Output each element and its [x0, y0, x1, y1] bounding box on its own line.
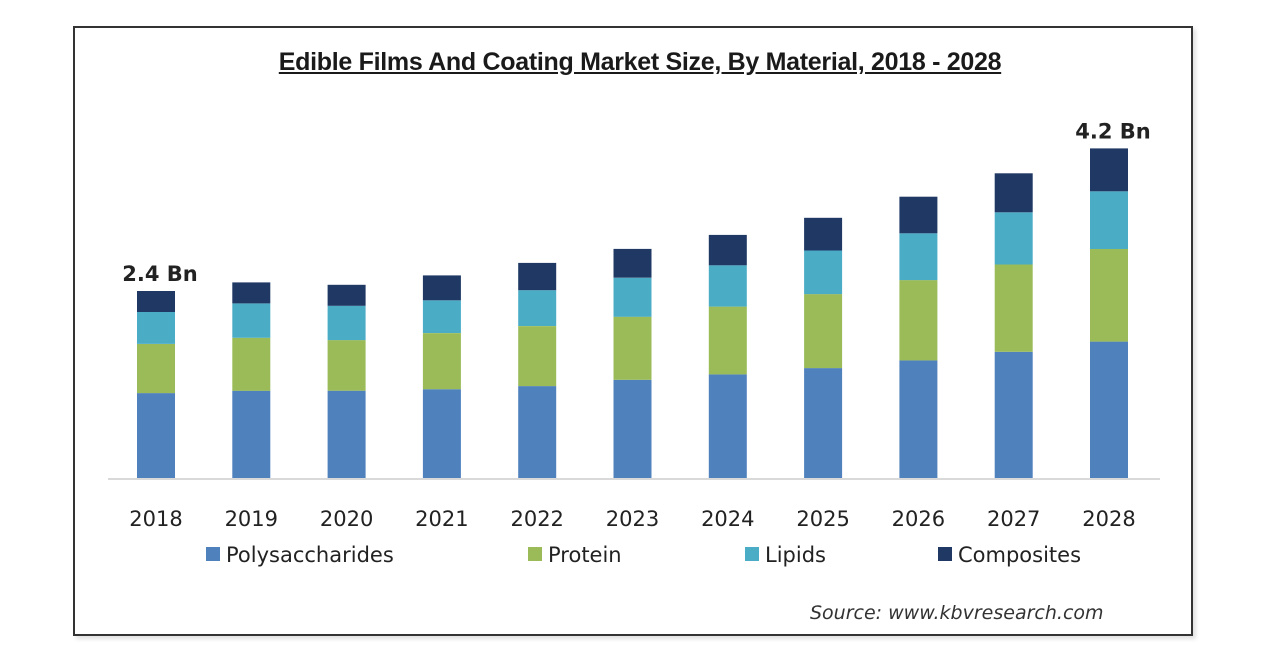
- bar-polysaccharides-2028: [1090, 341, 1128, 478]
- legend-swatch: [206, 547, 220, 561]
- bar-composites-2021: [422, 275, 461, 301]
- bar-polysaccharides-2023: [613, 379, 652, 478]
- bar-polysaccharides-2022: [518, 386, 557, 478]
- bar-composites-2020: [327, 284, 366, 306]
- bar-lipids-2028: [1090, 191, 1128, 249]
- bar-composites-2027: [994, 173, 1033, 213]
- bar-polysaccharides-2018: [137, 393, 175, 478]
- bar-protein-2021: [422, 333, 461, 390]
- x-tick-label: 2025: [796, 507, 849, 531]
- annotations: 2.4 Bn 4.2 Bn: [122, 119, 1150, 286]
- bar-composites-2019: [232, 282, 271, 304]
- bar-polysaccharides-2021: [422, 389, 461, 478]
- x-tick-label: 2027: [987, 507, 1040, 531]
- legend-swatch: [938, 547, 952, 561]
- legend: Polysaccharides Protein Lipids Composites: [206, 543, 1081, 567]
- legend-label: Polysaccharides: [226, 543, 394, 567]
- bar-protein-2022: [518, 326, 557, 387]
- bar-protein-2028: [1090, 248, 1128, 342]
- bar-composites-2023: [613, 248, 652, 278]
- legend-label: Protein: [548, 543, 622, 567]
- bar-protein-2026: [899, 280, 938, 361]
- x-tick-label: 2023: [606, 507, 659, 531]
- bar-lipids-2021: [422, 300, 461, 333]
- bar-lipids-2022: [518, 290, 557, 326]
- bars-group: [137, 148, 1128, 478]
- bar-polysaccharides-2019: [232, 390, 271, 478]
- bar-protein-2020: [327, 340, 366, 391]
- x-tick-label: 2026: [892, 507, 945, 531]
- bar-composites-2025: [804, 217, 843, 251]
- legend-item-protein: Protein: [528, 543, 622, 567]
- legend-item-polysaccharides: Polysaccharides: [206, 543, 394, 567]
- bar-lipids-2027: [994, 212, 1033, 265]
- annotation-2018: 2.4 Bn: [122, 262, 197, 286]
- bar-lipids-2024: [708, 265, 747, 307]
- legend-label: Composites: [958, 543, 1081, 567]
- bar-polysaccharides-2027: [994, 351, 1033, 478]
- bar-protein-2023: [613, 316, 652, 380]
- legend-item-composites: Composites: [938, 543, 1081, 567]
- x-tick-label: 2024: [701, 507, 754, 531]
- bar-protein-2018: [137, 344, 175, 394]
- x-tick-label: 2022: [510, 507, 563, 531]
- bar-lipids-2020: [327, 305, 366, 341]
- bar-polysaccharides-2026: [899, 360, 938, 478]
- bar-lipids-2026: [899, 233, 938, 281]
- bar-composites-2028: [1090, 148, 1128, 192]
- legend-item-lipids: Lipids: [745, 543, 826, 567]
- bar-protein-2027: [994, 264, 1033, 352]
- bar-composites-2018: [137, 291, 175, 312]
- chart-title: Edible Films And Coating Market Size, By…: [278, 48, 1002, 76]
- x-tick-labels: 2018 2019 2020 2021 2022 2023 2024 2025 2026 2027…: [129, 507, 1135, 531]
- bar-composites-2024: [708, 234, 747, 266]
- annotation-2028: 4.2 Bn: [1075, 119, 1150, 143]
- bar-polysaccharides-2020: [327, 390, 366, 478]
- bar-lipids-2018: [137, 312, 175, 344]
- x-tick-label: 2020: [320, 507, 373, 531]
- legend-swatch: [745, 547, 759, 561]
- x-tick-label: 2018: [129, 507, 182, 531]
- x-tick-label: 2021: [415, 507, 468, 531]
- source-note: Source: www.kbvresearch.com: [810, 602, 1104, 624]
- legend-swatch: [528, 547, 542, 561]
- bar-polysaccharides-2024: [708, 374, 747, 478]
- bar-protein-2024: [708, 306, 747, 375]
- bar-polysaccharides-2025: [804, 368, 843, 478]
- bar-lipids-2023: [613, 277, 652, 317]
- bar-composites-2026: [899, 196, 938, 234]
- x-tick-label: 2028: [1082, 507, 1135, 531]
- bar-lipids-2025: [804, 250, 843, 295]
- x-tick-label: 2019: [225, 507, 278, 531]
- legend-label: Lipids: [765, 543, 826, 567]
- bar-protein-2025: [804, 294, 843, 369]
- bar-composites-2022: [518, 262, 557, 291]
- bar-protein-2019: [232, 337, 271, 391]
- bar-lipids-2019: [232, 303, 271, 338]
